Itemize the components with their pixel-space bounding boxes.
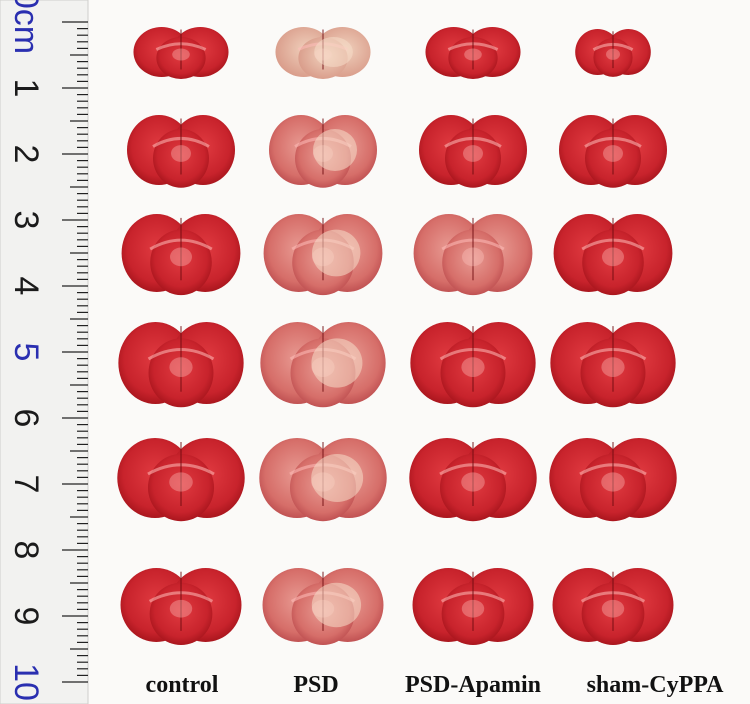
brain-slice <box>118 322 244 408</box>
brain-slice <box>410 322 536 408</box>
ruler-label: 6 <box>7 409 45 428</box>
ruler-label: 1 <box>7 79 45 98</box>
brain-slice <box>553 214 673 296</box>
brain-slice <box>409 438 537 522</box>
brain-slice <box>559 115 667 188</box>
brain-slice <box>262 568 384 645</box>
column-label-sham-cyppa: sham-CyPPA <box>586 672 724 698</box>
brain-slice <box>263 214 383 296</box>
brain-slice <box>133 27 229 79</box>
ruler-label: 8 <box>7 541 45 560</box>
brain-slice <box>549 438 677 522</box>
brain-slice <box>117 438 245 522</box>
brain-slice <box>550 322 676 408</box>
column-label-control: control <box>145 672 219 698</box>
brain-slice <box>269 115 377 188</box>
brain-slice <box>412 568 534 645</box>
ruler-label: 0cm <box>7 0 45 54</box>
brain-slice <box>259 438 387 522</box>
ruler-label: 4 <box>7 277 45 296</box>
brain-slice <box>275 27 371 79</box>
brain-slice <box>425 27 521 79</box>
brain-slice <box>552 568 674 645</box>
ruler-label: 5 <box>7 343 45 362</box>
ruler-label: 3 <box>7 211 45 230</box>
ruler-labels: 0cm 1 2 3 4 5 6 7 8 9 10 <box>7 0 45 701</box>
brain-slice <box>260 322 386 408</box>
brain-slice <box>127 115 235 188</box>
ruler-label: 10 <box>7 663 45 701</box>
column-label-psd: PSD <box>293 672 339 698</box>
brain-slice <box>120 568 242 645</box>
brain-slice <box>419 115 527 188</box>
brain-slice <box>575 29 651 77</box>
brain-slice <box>413 214 533 296</box>
brain-slice-grid <box>117 27 677 645</box>
ruler-label: 7 <box>7 475 45 494</box>
column-label-psd-apamin: PSD-Apamin <box>404 672 542 698</box>
ruler-ticks <box>62 21 88 683</box>
ruler-label: 2 <box>7 145 45 164</box>
ruler-label: 9 <box>7 607 45 626</box>
ruler: 0cm 1 2 3 4 5 6 7 8 9 10 <box>0 0 89 704</box>
brain-slice <box>121 214 241 296</box>
